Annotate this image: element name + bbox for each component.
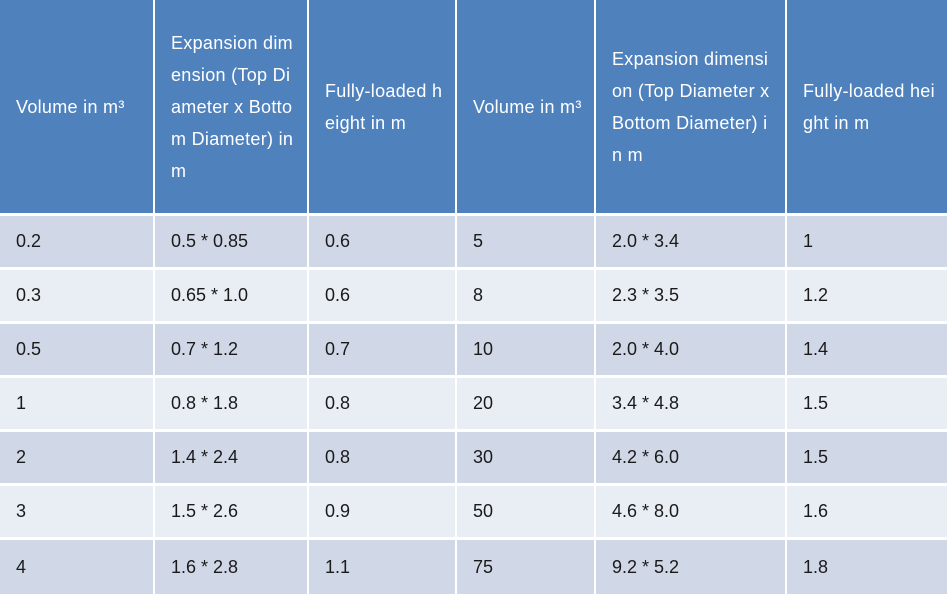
table-row: 0.2 0.5 * 0.85 0.6 5 2.0 * 3.4 1 <box>0 216 947 270</box>
header-volume-left: Volume in m³ <box>0 0 155 216</box>
cell-volume-right: 5 <box>457 216 596 270</box>
cell-volume-left: 0.5 <box>0 324 155 378</box>
table-row: 1 0.8 * 1.8 0.8 20 3.4 * 4.8 1.5 <box>0 378 947 432</box>
cell-fully-loaded-height-left: 0.7 <box>309 324 457 378</box>
cell-fully-loaded-height-right: 1.8 <box>787 540 947 594</box>
header-expansion-dimension-right: Expansion dimension (Top Diameter x Bott… <box>596 0 787 216</box>
cell-fully-loaded-height-right: 1.2 <box>787 270 947 324</box>
cell-fully-loaded-height-left: 0.6 <box>309 270 457 324</box>
cell-expansion-dimension-right: 4.2 * 6.0 <box>596 432 787 486</box>
cell-volume-right: 75 <box>457 540 596 594</box>
cell-expansion-dimension-left: 0.65 * 1.0 <box>155 270 309 324</box>
cell-expansion-dimension-left: 0.7 * 1.2 <box>155 324 309 378</box>
header-fully-loaded-height-right: Fully-loaded height in m <box>787 0 947 216</box>
cell-expansion-dimension-left: 1.6 * 2.8 <box>155 540 309 594</box>
cell-volume-left: 4 <box>0 540 155 594</box>
table-header: Volume in m³ Expansion dimension (Top Di… <box>0 0 947 216</box>
cell-volume-right: 10 <box>457 324 596 378</box>
cell-volume-right: 50 <box>457 486 596 540</box>
cell-fully-loaded-height-left: 1.1 <box>309 540 457 594</box>
cell-fully-loaded-height-right: 1.5 <box>787 378 947 432</box>
table-body: 0.2 0.5 * 0.85 0.6 5 2.0 * 3.4 1 0.3 0.65 * 1.0… <box>0 216 947 594</box>
cell-volume-left: 0.2 <box>0 216 155 270</box>
cell-volume-left: 2 <box>0 432 155 486</box>
header-fully-loaded-height-left: Fully-loaded height in m <box>309 0 457 216</box>
cell-fully-loaded-height-right: 1 <box>787 216 947 270</box>
cell-fully-loaded-height-left: 0.8 <box>309 378 457 432</box>
header-expansion-dimension-left: Expansion dimension (Top Diameter x Bott… <box>155 0 309 216</box>
cell-expansion-dimension-left: 1.5 * 2.6 <box>155 486 309 540</box>
cell-volume-right: 30 <box>457 432 596 486</box>
cell-volume-right: 8 <box>457 270 596 324</box>
cell-volume-left: 0.3 <box>0 270 155 324</box>
cell-expansion-dimension-right: 2.0 * 3.4 <box>596 216 787 270</box>
cell-expansion-dimension-left: 0.8 * 1.8 <box>155 378 309 432</box>
cell-expansion-dimension-right: 3.4 * 4.8 <box>596 378 787 432</box>
cell-fully-loaded-height-right: 1.6 <box>787 486 947 540</box>
table-row: 4 1.6 * 2.8 1.1 75 9.2 * 5.2 1.8 <box>0 540 947 594</box>
cell-fully-loaded-height-left: 0.6 <box>309 216 457 270</box>
cell-expansion-dimension-right: 4.6 * 8.0 <box>596 486 787 540</box>
header-row: Volume in m³ Expansion dimension (Top Di… <box>0 0 947 216</box>
table-row: 3 1.5 * 2.6 0.9 50 4.6 * 8.0 1.6 <box>0 486 947 540</box>
cell-fully-loaded-height-right: 1.5 <box>787 432 947 486</box>
table-row: 0.3 0.65 * 1.0 0.6 8 2.3 * 3.5 1.2 <box>0 270 947 324</box>
cell-expansion-dimension-left: 1.4 * 2.4 <box>155 432 309 486</box>
cell-volume-right: 20 <box>457 378 596 432</box>
cell-fully-loaded-height-left: 0.9 <box>309 486 457 540</box>
cell-volume-left: 1 <box>0 378 155 432</box>
cell-expansion-dimension-right: 2.0 * 4.0 <box>596 324 787 378</box>
cell-fully-loaded-height-left: 0.8 <box>309 432 457 486</box>
cell-expansion-dimension-right: 2.3 * 3.5 <box>596 270 787 324</box>
table-row: 2 1.4 * 2.4 0.8 30 4.2 * 6.0 1.5 <box>0 432 947 486</box>
cell-fully-loaded-height-right: 1.4 <box>787 324 947 378</box>
header-volume-right: Volume in m³ <box>457 0 596 216</box>
cell-volume-left: 3 <box>0 486 155 540</box>
cell-expansion-dimension-right: 9.2 * 5.2 <box>596 540 787 594</box>
cell-expansion-dimension-left: 0.5 * 0.85 <box>155 216 309 270</box>
table-row: 0.5 0.7 * 1.2 0.7 10 2.0 * 4.0 1.4 <box>0 324 947 378</box>
